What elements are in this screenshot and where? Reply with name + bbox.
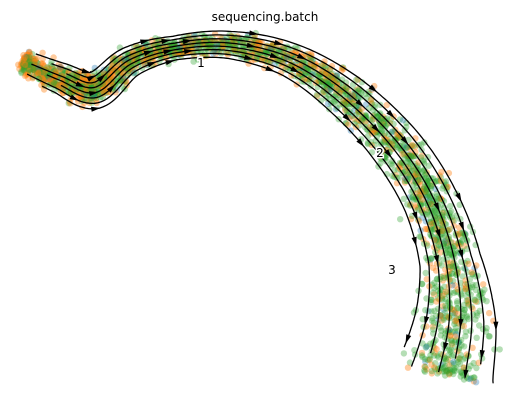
cell-point — [428, 255, 434, 261]
cell-point — [401, 196, 407, 202]
stream-arrowhead — [82, 68, 92, 73]
cell-point — [423, 344, 429, 350]
cell-point — [431, 280, 437, 286]
cell-point — [453, 325, 459, 331]
cell-point — [458, 342, 464, 348]
cell-point — [483, 298, 489, 304]
cell-point — [390, 121, 396, 127]
stream-arrowhead — [493, 322, 498, 331]
cell-point — [433, 298, 439, 304]
cell-point — [486, 310, 492, 316]
cell-point — [465, 261, 471, 267]
cell-point — [423, 270, 429, 276]
cell-point — [22, 54, 28, 60]
cell-point — [474, 335, 480, 341]
cell-point — [455, 305, 461, 311]
cell-point — [469, 269, 475, 275]
cell-point — [465, 316, 471, 322]
cell-point — [454, 298, 460, 304]
cell-point — [480, 281, 486, 287]
cell-point — [455, 359, 461, 365]
cell-point — [473, 365, 479, 371]
cell-point — [448, 347, 454, 353]
cell-point — [421, 367, 427, 373]
cell-point — [429, 368, 435, 374]
cell-point — [445, 268, 451, 274]
cluster-label: 2 — [376, 146, 384, 160]
stream-arrowhead — [91, 107, 101, 112]
cell-point — [22, 61, 28, 67]
cell-point — [447, 203, 453, 209]
stream-arrowhead — [412, 237, 417, 247]
cluster-label: 3 — [388, 263, 396, 277]
cell-point — [442, 372, 448, 378]
cell-point — [401, 350, 407, 356]
cell-point — [473, 287, 479, 293]
cell-point — [433, 346, 439, 352]
cell-point — [32, 56, 38, 62]
cluster-labels: 1 2 3 — [197, 56, 396, 277]
cell-point — [437, 324, 443, 330]
cell-point — [443, 355, 449, 361]
cell-point — [452, 318, 458, 324]
cell-point — [212, 31, 218, 37]
streamline — [61, 50, 440, 353]
chart-title: sequencing.batch — [212, 10, 319, 24]
cell-point — [476, 322, 482, 328]
stream-arrowhead — [406, 334, 412, 344]
cell-point — [449, 340, 455, 346]
cell-point — [430, 289, 436, 295]
cell-point — [462, 286, 468, 292]
cell-point — [428, 308, 434, 314]
cell-point — [405, 365, 411, 371]
cell-point — [431, 352, 437, 358]
cell-point — [430, 265, 436, 271]
cell-point — [471, 374, 477, 380]
cell-point — [397, 216, 403, 222]
cell-point — [474, 312, 480, 318]
cell-point — [435, 306, 441, 312]
cluster-label: 1 — [197, 56, 205, 70]
cell-point — [497, 346, 503, 352]
cell-point — [472, 297, 478, 303]
